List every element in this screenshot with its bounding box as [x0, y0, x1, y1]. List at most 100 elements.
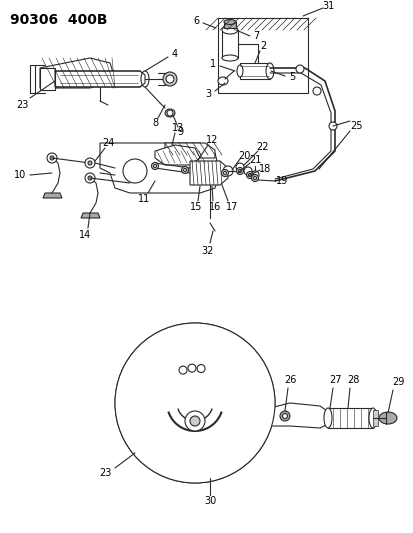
Polygon shape — [154, 145, 199, 165]
Text: 14: 14 — [79, 230, 91, 240]
Polygon shape — [43, 193, 62, 198]
Ellipse shape — [165, 373, 224, 433]
Circle shape — [243, 167, 252, 175]
Polygon shape — [175, 415, 219, 433]
Text: 24: 24 — [102, 138, 114, 148]
Circle shape — [163, 72, 177, 86]
Text: 5: 5 — [288, 72, 294, 82]
Polygon shape — [40, 58, 115, 88]
Text: 28: 28 — [346, 375, 358, 385]
Ellipse shape — [221, 55, 237, 61]
Circle shape — [85, 158, 95, 168]
Circle shape — [88, 176, 92, 180]
Bar — [223, 22, 235, 28]
Circle shape — [123, 159, 147, 183]
Text: 29: 29 — [391, 377, 403, 387]
Ellipse shape — [115, 323, 274, 483]
Circle shape — [181, 166, 188, 174]
Text: 19: 19 — [275, 176, 287, 186]
Text: 26: 26 — [283, 375, 295, 385]
Circle shape — [50, 156, 54, 160]
Circle shape — [328, 122, 336, 130]
Polygon shape — [190, 161, 228, 185]
Text: 21: 21 — [248, 155, 261, 165]
Polygon shape — [269, 403, 329, 428]
Bar — [218, 18, 307, 93]
Polygon shape — [81, 213, 100, 218]
Text: 20: 20 — [237, 151, 249, 161]
Circle shape — [85, 173, 95, 183]
Circle shape — [151, 163, 158, 169]
Text: 9: 9 — [176, 127, 183, 137]
Ellipse shape — [141, 71, 149, 87]
Ellipse shape — [368, 408, 376, 428]
Circle shape — [248, 174, 251, 176]
Text: 25: 25 — [350, 121, 362, 131]
Text: 27: 27 — [329, 375, 342, 385]
Circle shape — [238, 169, 241, 173]
Text: 13: 13 — [171, 123, 184, 133]
Text: 3: 3 — [204, 89, 211, 99]
Circle shape — [253, 176, 256, 180]
Polygon shape — [55, 71, 145, 87]
Text: 90306  400B: 90306 400B — [10, 13, 107, 27]
Text: 7: 7 — [252, 31, 259, 41]
Circle shape — [223, 172, 226, 174]
Circle shape — [236, 167, 243, 174]
Bar — [221, 30, 237, 58]
Ellipse shape — [165, 109, 175, 117]
Circle shape — [221, 169, 228, 176]
Text: 10: 10 — [14, 170, 26, 180]
Ellipse shape — [378, 412, 396, 424]
Ellipse shape — [236, 65, 242, 77]
Text: 22: 22 — [256, 142, 268, 152]
Circle shape — [153, 165, 156, 167]
Text: 15: 15 — [189, 202, 202, 212]
Text: 8: 8 — [152, 118, 158, 128]
Circle shape — [235, 163, 243, 171]
Ellipse shape — [175, 383, 214, 423]
Circle shape — [178, 366, 187, 374]
Text: 4: 4 — [171, 49, 178, 59]
Text: 23: 23 — [99, 468, 111, 478]
Ellipse shape — [323, 408, 331, 428]
Circle shape — [47, 153, 57, 163]
Text: 23: 23 — [16, 100, 28, 110]
Circle shape — [312, 87, 320, 95]
Text: 2: 2 — [259, 41, 266, 51]
Ellipse shape — [223, 20, 235, 25]
Text: 12: 12 — [205, 135, 218, 145]
Circle shape — [188, 364, 195, 372]
Circle shape — [115, 323, 274, 483]
Circle shape — [166, 110, 173, 116]
Text: 6: 6 — [192, 16, 199, 26]
Text: 18: 18 — [258, 164, 271, 174]
Ellipse shape — [221, 26, 237, 34]
Circle shape — [246, 172, 253, 179]
Text: 1: 1 — [209, 59, 216, 69]
Bar — [240, 63, 269, 79]
Circle shape — [282, 414, 287, 418]
Polygon shape — [40, 68, 55, 90]
Text: 16: 16 — [209, 202, 221, 212]
Circle shape — [185, 411, 204, 431]
Text: 17: 17 — [225, 202, 237, 212]
Polygon shape — [372, 410, 377, 426]
Text: 31: 31 — [321, 1, 333, 11]
Circle shape — [251, 174, 258, 182]
Circle shape — [250, 171, 259, 179]
Text: 30: 30 — [203, 496, 216, 506]
Circle shape — [166, 75, 173, 83]
Text: 32: 32 — [201, 246, 214, 256]
Polygon shape — [165, 143, 214, 158]
Circle shape — [197, 365, 204, 373]
Polygon shape — [100, 143, 219, 193]
Circle shape — [295, 65, 303, 73]
Circle shape — [88, 161, 92, 165]
Circle shape — [279, 411, 289, 421]
Circle shape — [183, 168, 186, 172]
Circle shape — [190, 416, 199, 426]
Bar — [327, 408, 372, 428]
Ellipse shape — [266, 63, 273, 79]
Ellipse shape — [218, 77, 228, 85]
